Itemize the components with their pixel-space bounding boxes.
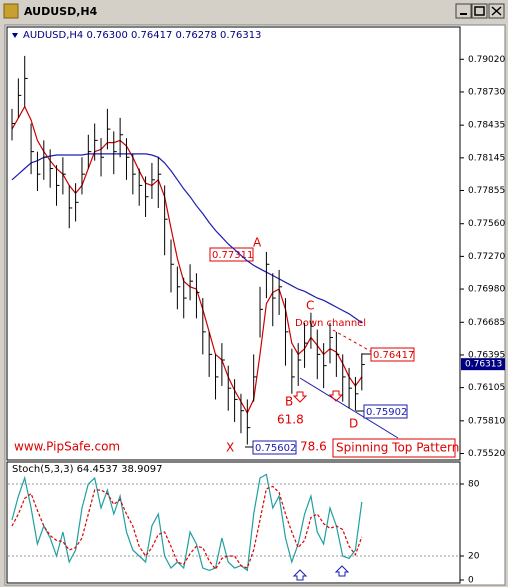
indicator-line xyxy=(11,105,363,415)
price-pane xyxy=(6,26,461,461)
annotation: A xyxy=(253,236,262,250)
annotation: 0.77311 xyxy=(212,250,253,261)
y-tick-label: 0 xyxy=(468,576,474,586)
annotation: 61.8 xyxy=(277,413,304,427)
annotation: 0.75902 xyxy=(366,407,407,418)
y-tick-label: 80 xyxy=(468,480,480,490)
y-tick-label: 0.75520 xyxy=(468,449,505,459)
window-icon xyxy=(3,3,19,19)
y-tick-label: 0.77855 xyxy=(468,186,505,196)
minimize-button[interactable] xyxy=(455,3,472,19)
label-box xyxy=(209,247,254,262)
y-tick-label: 20 xyxy=(468,552,480,562)
window-title: AUDUSD,H4 xyxy=(24,5,98,18)
y-tick-label: 0.75810 xyxy=(468,416,505,426)
y-tick-label: 0.77270 xyxy=(468,252,505,262)
annotation: C xyxy=(306,299,314,313)
pane-marker xyxy=(12,33,18,38)
up-arrow xyxy=(334,565,350,577)
annotation: 0.75602 xyxy=(255,443,296,454)
title-bar xyxy=(0,0,508,22)
y-tick-label: 0.76395 xyxy=(468,350,505,360)
annotation: Down channel xyxy=(295,318,366,329)
maximize-glyph xyxy=(474,6,485,16)
indicator-line xyxy=(11,485,363,571)
y-tick-label: 0.76105 xyxy=(468,383,505,393)
annotation: B xyxy=(285,395,293,409)
annotation: www.PipSafe.com xyxy=(14,440,120,454)
y-tick-label: 0.78730 xyxy=(468,87,505,97)
label-box xyxy=(370,347,415,362)
label-box xyxy=(363,404,408,419)
down-arrow xyxy=(292,391,308,403)
channel-top xyxy=(332,329,373,353)
label-box xyxy=(252,440,297,455)
y-tick-label: 0.76685 xyxy=(468,318,505,328)
stoch-pane xyxy=(6,461,461,584)
y-tick-label: 0.79020 xyxy=(468,55,505,65)
indicator-line xyxy=(11,473,363,572)
annotation: 0.76417 xyxy=(373,350,414,361)
y-tick-label: 0.77560 xyxy=(468,219,505,229)
annotation: 78.6 xyxy=(300,440,327,454)
down-arrow xyxy=(328,390,344,402)
last-price-label: 0.76313 xyxy=(465,360,502,370)
annotation: X xyxy=(226,441,234,455)
price-header: AUDUSD,H4 0.76300 0.76417 0.76278 0.7631… xyxy=(23,30,261,41)
close-glyph xyxy=(491,6,502,16)
annotation: Spinning Top Pattern xyxy=(336,441,459,455)
window-buttons[interactable] xyxy=(455,3,505,19)
annotation: D xyxy=(349,417,358,431)
y-tick-label: 0.76980 xyxy=(468,285,505,295)
last-price-box xyxy=(461,358,505,371)
stoch-header: Stoch(5,3,3) 64.4537 38.9097 xyxy=(12,464,163,475)
indicator-line xyxy=(11,153,363,324)
y-tick-label: 0.78145 xyxy=(468,153,505,163)
y-tick-label: 0.78435 xyxy=(468,121,505,131)
label-box xyxy=(332,438,456,458)
up-arrow xyxy=(292,569,308,581)
